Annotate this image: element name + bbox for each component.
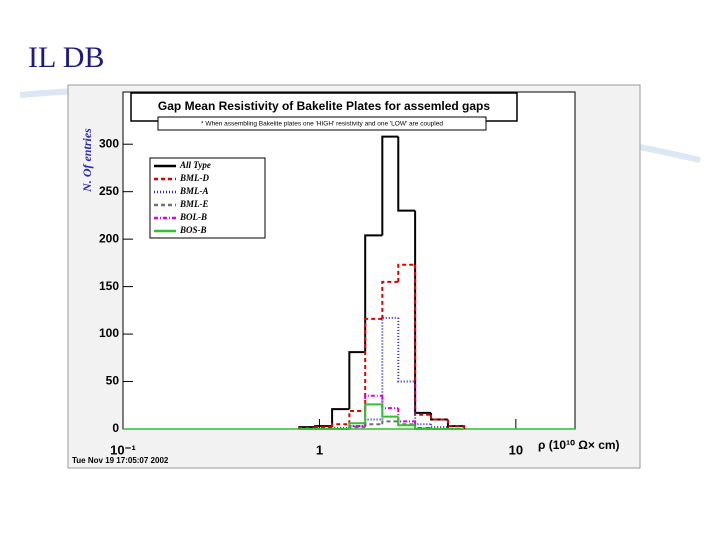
histogram-bin: [446, 419, 466, 429]
legend-label: BML-E: [179, 199, 209, 209]
histogram-bin: [381, 135, 399, 236]
histogram-bin: [397, 136, 416, 212]
histogram-bin: [364, 403, 383, 424]
legend-label: All Type: [179, 160, 211, 170]
histogram-bin: [298, 427, 316, 430]
histogram-bin: [381, 316, 399, 420]
histogram-bin: [348, 422, 366, 429]
histogram-bin: [381, 280, 399, 319]
legend-label: BML-D: [179, 173, 210, 183]
x-tick-label: 10⁻¹: [110, 442, 136, 457]
histogram-bin: [331, 423, 350, 428]
histogram-bin: [397, 263, 416, 282]
histogram-bin: [331, 408, 350, 427]
y-tick-label: 150: [99, 279, 119, 293]
slide-title: IL DB: [28, 41, 104, 74]
histogram-bin: [430, 424, 448, 429]
legend-label: BOS-B: [179, 225, 207, 235]
y-tick-label: 0: [112, 421, 119, 435]
histogram-bin: [314, 426, 333, 429]
histogram-bin: [397, 416, 416, 427]
histogram-bin: [381, 420, 399, 425]
x-tick-label: 10: [509, 442, 523, 457]
y-tick-label: 250: [99, 184, 119, 198]
subtitle-box: [157, 116, 487, 131]
timestamp: Tue Nov 19 17:05:07 2002: [72, 456, 169, 465]
histogram-bin: [348, 409, 366, 425]
chart-title: Gap Mean Resistivity of Bakelite Plates …: [158, 99, 490, 113]
y-tick-label: 50: [106, 374, 120, 388]
legend-label: BML-A: [179, 186, 209, 196]
y-axis-label: N. Of entries: [80, 128, 94, 193]
chart-subtitle: * When assembling Bakelite plates one 'H…: [201, 121, 443, 128]
histogram-bin: [348, 351, 366, 410]
histogram-bin: [364, 234, 383, 353]
x-axis-label: ρ (10¹⁰ Ω× cm): [538, 438, 620, 452]
y-tick-label: 300: [99, 136, 119, 150]
histogram-bin: [414, 425, 432, 430]
y-tick-label: 200: [99, 231, 119, 245]
legend-box: [149, 157, 266, 239]
histogram-bin: [397, 408, 416, 423]
histogram-bin: [381, 404, 399, 418]
histogram-bin: [397, 317, 416, 383]
histogram-bin: [364, 317, 383, 411]
legend-label: BOL-B: [179, 212, 207, 222]
x-tick-label: 1: [316, 442, 323, 457]
histogram-bin: [430, 414, 448, 421]
y-tick-label: 100: [99, 326, 119, 340]
